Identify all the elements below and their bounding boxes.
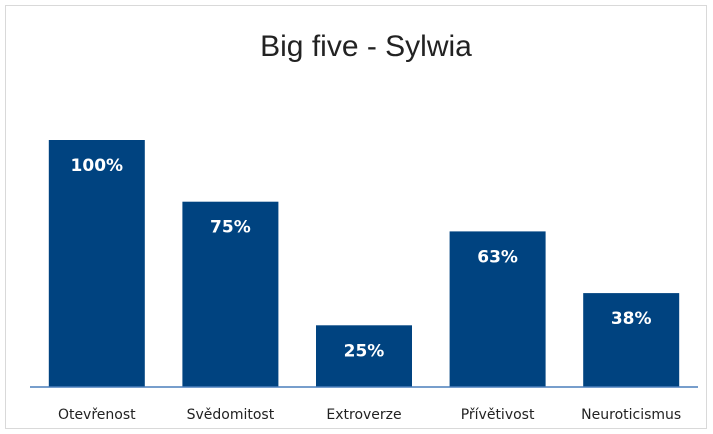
data-label-0: 100% bbox=[71, 156, 124, 176]
bar-0 bbox=[48, 140, 145, 387]
category-label-0: Otevřenost bbox=[58, 407, 136, 423]
bar-4 bbox=[583, 293, 680, 387]
bars-group bbox=[48, 140, 680, 388]
bar-2 bbox=[316, 325, 412, 388]
chart-title: Big five - Sylwia bbox=[260, 30, 472, 63]
category-label-4: Neuroticismus bbox=[581, 407, 681, 423]
category-label-3: Přívětivost bbox=[461, 407, 535, 423]
data-labels-group: 100% 75% 25% 63% 38% bbox=[71, 156, 652, 361]
category-label-2: Extroverze bbox=[326, 407, 401, 423]
bar-3 bbox=[449, 231, 546, 387]
data-label-4: 38% bbox=[611, 309, 652, 329]
bar-1 bbox=[182, 201, 279, 387]
data-label-1: 75% bbox=[210, 218, 251, 238]
category-label-1: Svědomitost bbox=[187, 407, 275, 423]
category-labels-group: Otevřenost Svědomitost Extroverze Přívětivo… bbox=[58, 407, 681, 423]
data-label-3: 63% bbox=[477, 247, 518, 267]
data-label-2: 25% bbox=[344, 341, 385, 361]
